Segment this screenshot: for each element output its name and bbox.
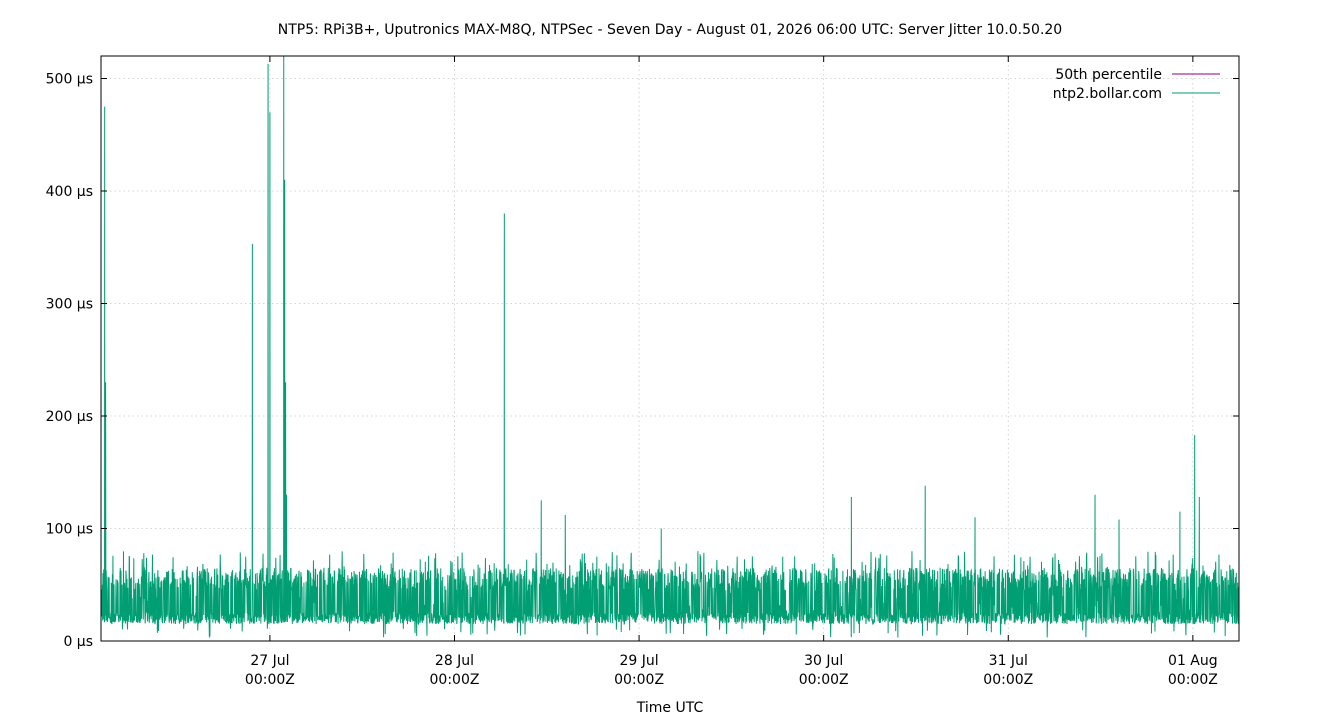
legend-label: 50th percentile — [1055, 67, 1162, 83]
y-tick-label: 0 µs — [63, 634, 93, 650]
chart-title: NTP5: RPi3B+, Uputronics MAX-M8Q, NTPSec… — [278, 22, 1062, 38]
x-tick-label-date: 28 Jul — [435, 653, 474, 669]
x-axis: 27 Jul 00:00Z 28 Jul 00:00Z 29 Jul 00:00Z 30 J… — [245, 56, 1218, 688]
series-layer — [100, 55, 1240, 638]
x-tick-label-time: 00:00Z — [245, 672, 295, 688]
x-tick-label-date: 30 Jul — [804, 653, 843, 669]
series-line-ntp2 — [100, 55, 1240, 638]
legend-label: ntp2.bollar.com — [1053, 86, 1162, 102]
x-tick-label-time: 00:00Z — [799, 672, 849, 688]
x-tick-label-date: 31 Jul — [989, 653, 1028, 669]
x-tick-label-date: 27 Jul — [250, 653, 289, 669]
x-tick-label-time: 00:00Z — [1168, 672, 1218, 688]
y-tick-label: 300 µs — [46, 297, 93, 313]
x-tick-label-date: 01 Aug — [1168, 653, 1218, 669]
x-axis-label: Time UTC — [636, 700, 704, 716]
grid-lines — [101, 56, 1239, 641]
x-tick-label-time: 00:00Z — [430, 672, 480, 688]
legend: 50th percentile ntp2.bollar.com — [1053, 67, 1220, 102]
x-tick-label-time: 00:00Z — [614, 672, 664, 688]
y-tick-label: 500 µs — [46, 72, 93, 88]
plot-frame — [100, 55, 1240, 642]
x-tick-label-date: 29 Jul — [620, 653, 659, 669]
y-axis: 0 µs 100 µs 200 µs 300 µs 400 µs 500 µs — [46, 72, 1239, 650]
y-tick-label: 400 µs — [46, 184, 93, 200]
y-tick-label: 200 µs — [46, 409, 93, 425]
y-tick-label: 100 µs — [46, 522, 93, 538]
x-tick-label-time: 00:00Z — [983, 672, 1033, 688]
